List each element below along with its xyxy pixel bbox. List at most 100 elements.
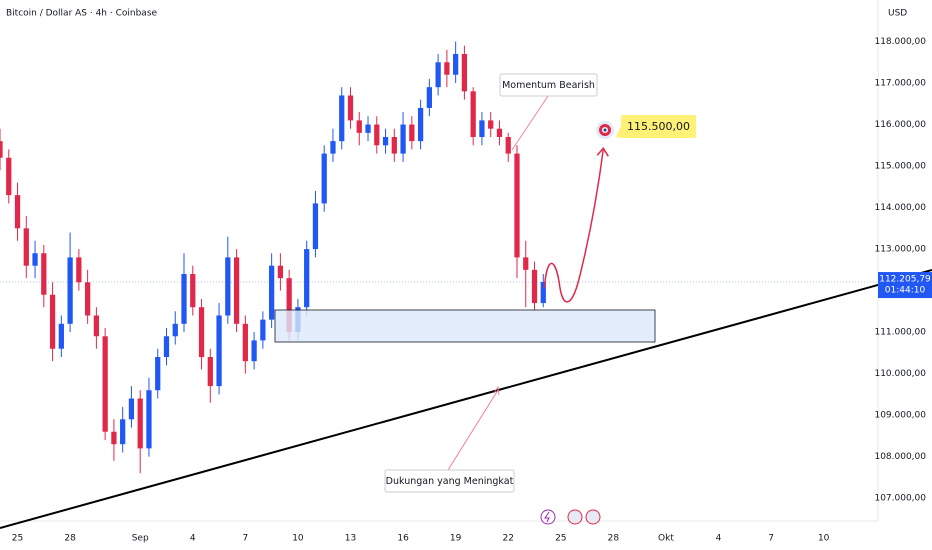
candle-body <box>172 323 178 337</box>
candle-body <box>286 278 292 333</box>
candle-body <box>163 336 170 358</box>
candle-body <box>67 257 73 324</box>
candle-body <box>84 282 91 316</box>
candle-body <box>488 120 494 129</box>
callout-line <box>511 95 549 151</box>
candle-body <box>146 390 152 449</box>
candle-body <box>41 253 47 295</box>
candle-body <box>102 336 108 432</box>
x-tick-label: 4 <box>190 534 196 544</box>
candle-body <box>32 253 38 266</box>
candle-body <box>461 53 468 92</box>
candle-body <box>347 95 354 121</box>
candle-body <box>435 62 441 88</box>
candle-body <box>93 315 100 337</box>
candle-body <box>339 95 345 142</box>
candle-body <box>409 124 415 142</box>
x-tick-label: 10 <box>818 534 830 544</box>
x-tick-label: 13 <box>345 534 356 544</box>
trendline <box>0 269 932 529</box>
candle-body <box>400 124 406 154</box>
projection-path <box>543 149 605 303</box>
candle-body <box>531 269 538 304</box>
x-tick-label: 22 <box>502 534 513 544</box>
currency: USD <box>888 9 907 19</box>
price-axis: 107.000,00 108.000,00 109.000,00 110.000,00… <box>874 37 932 504</box>
y-tick-label: 108.000,00 <box>874 452 926 462</box>
x-tick-label: 28 <box>64 534 76 544</box>
flag-icon[interactable] <box>585 509 601 525</box>
last-price-label: 112.205,79 <box>879 275 931 285</box>
annotation: Dukungan yang Meningkat <box>386 476 514 487</box>
candle-body <box>356 120 362 133</box>
candle-body <box>382 136 389 146</box>
candle-body <box>225 257 231 316</box>
candle-body <box>0 141 3 158</box>
candle-body <box>198 307 205 358</box>
candle-body <box>128 398 135 420</box>
event-icon <box>544 511 550 523</box>
candle-body <box>444 62 450 75</box>
y-tick-label: 114.000,00 <box>874 203 926 213</box>
x-tick-label: Okt <box>658 534 674 544</box>
candle-body <box>58 323 64 349</box>
candle-body <box>496 128 503 137</box>
x-tick-label: Sep <box>132 534 149 544</box>
y-tick-label: 111.000,00 <box>874 328 926 338</box>
candle-body <box>304 249 310 308</box>
candle-body <box>470 91 476 137</box>
y-tick-label: 109.000,00 <box>874 411 926 421</box>
countdown: 01:44:10 <box>885 286 926 296</box>
y-tick-label: 107.000,00 <box>874 494 926 504</box>
last-price-box <box>878 272 932 299</box>
candle-body <box>312 203 319 250</box>
x-tick-label: 16 <box>397 534 409 544</box>
candle-body <box>365 124 371 133</box>
y-tick-label: 116.000,00 <box>874 120 926 130</box>
candle-body <box>111 431 117 445</box>
candle-body <box>426 87 432 108</box>
callout-line <box>447 389 499 471</box>
candle-body <box>514 153 520 258</box>
candle-body <box>453 53 459 75</box>
target-label-tail <box>616 126 621 138</box>
candle-body <box>391 136 397 154</box>
flag-icon[interactable] <box>567 509 583 525</box>
candle-body <box>23 228 29 266</box>
x-tick-label: 25 <box>555 534 566 544</box>
candle-body <box>14 195 21 229</box>
candle-body <box>120 419 126 445</box>
candle-body <box>155 357 161 391</box>
x-tick-label: 28 <box>608 534 620 544</box>
x-tick-label: 7 <box>768 534 774 544</box>
annotation: Momentum Bearish <box>502 80 595 91</box>
candle-body <box>190 273 196 308</box>
projection-arrowhead <box>596 147 609 157</box>
x-tick-label: 19 <box>450 534 462 544</box>
y-tick-label: 110.000,00 <box>874 369 926 379</box>
callout-box <box>384 469 515 493</box>
event-icon[interactable] <box>540 509 556 525</box>
candle-body <box>374 124 380 146</box>
candle-body <box>260 319 266 341</box>
target-icon <box>603 128 607 132</box>
candle-body <box>540 282 546 304</box>
candle-body <box>479 120 485 137</box>
callout-box <box>499 73 598 97</box>
candle-body <box>49 294 56 349</box>
target-label-box <box>621 115 696 138</box>
background <box>0 0 879 522</box>
candles <box>0 41 878 474</box>
x-tick-label: 4 <box>716 534 722 544</box>
y-tick-label: 113.000,00 <box>874 245 926 255</box>
candle-body <box>277 265 284 279</box>
y-tick-label: 115.000,00 <box>874 162 926 172</box>
callout-arrow <box>493 385 500 396</box>
candle-body <box>269 265 275 320</box>
x-tick-label: 25 <box>12 534 23 544</box>
candle-body <box>137 398 143 449</box>
candle-body <box>181 273 187 324</box>
support-zone <box>274 309 656 343</box>
candle-body <box>251 340 257 362</box>
candle-body <box>330 141 336 154</box>
